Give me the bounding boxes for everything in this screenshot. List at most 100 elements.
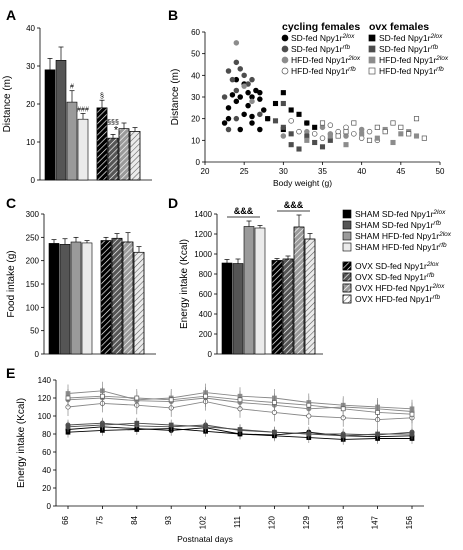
panel-e-point — [409, 411, 415, 417]
panel-e-y-tick-label: 40 — [42, 466, 51, 475]
panel-b-legend-cycling-header: cycling females — [282, 21, 360, 33]
panel-e-point — [134, 395, 140, 401]
panel-b-point — [257, 111, 263, 118]
panel-e-x-tick-label: 84 — [130, 515, 139, 524]
panel-b-legend-ovx-header: ovx females — [369, 21, 429, 33]
panel-a-bar — [77, 118, 89, 181]
panel-b-point — [312, 139, 318, 146]
panel-b-point — [233, 98, 240, 105]
panel-c-bar — [59, 244, 71, 355]
panel-b-x-tick-label: 50 — [436, 167, 445, 176]
panel-b-point — [296, 111, 302, 117]
panel-d-bar-hatch — [293, 226, 305, 355]
panel-c-y-tick-label: 200 — [26, 257, 40, 266]
panel-d-y-tick-label: 400 — [199, 310, 213, 319]
panel-a-y-tick-label: 0 — [31, 176, 36, 185]
panel-b-point — [335, 128, 341, 135]
panel-d-bar — [243, 226, 255, 355]
panel-b-point — [221, 94, 228, 100]
panel-e-point — [168, 397, 174, 403]
panel-b-point — [311, 131, 318, 137]
panel-e-point — [203, 393, 208, 399]
panel-d-legend-label: SHAM SD-fed Npy1rrfb — [355, 220, 441, 230]
panel-a-annotation: # — [70, 84, 74, 91]
panel-b-point — [280, 100, 286, 107]
panel-b-point — [382, 129, 388, 135]
panel-e-y-tick-label: 100 — [38, 412, 52, 421]
panel-a-bar-hatch — [107, 137, 119, 181]
panel-e-point — [100, 393, 105, 399]
panel-c-bar — [48, 243, 60, 355]
panel-d-legend-label: OVX HFD-fed Npy1rrfb — [355, 294, 440, 304]
panel-b-point — [233, 115, 240, 122]
panel-b-point — [319, 124, 326, 131]
panel-b-x-tick-label: 45 — [396, 167, 405, 176]
panel-b-point — [296, 128, 302, 135]
panel-b-point — [272, 100, 279, 107]
panel-b-point — [249, 98, 255, 105]
panel-d-legend-label: SHAM HFD-fed Npy1r2lox — [355, 231, 452, 241]
panel-b-point — [366, 128, 373, 135]
panel-b-point — [229, 76, 236, 83]
panel-c-bar-hatch — [100, 240, 112, 355]
panel-b-x-tick-label: 25 — [240, 167, 249, 176]
panel-e-x-tick-label: 93 — [164, 515, 173, 524]
panel-d-bar — [254, 227, 266, 355]
panel-b-point — [343, 124, 349, 131]
panel-b-point — [241, 83, 247, 89]
panel-b-y-tick-label: 40 — [191, 71, 200, 80]
panel-b-point — [280, 124, 286, 130]
panel-d-legend-label: SHAM HFD-fed Npy1rrfb — [355, 242, 447, 252]
panel-e-point — [375, 410, 380, 415]
panel-a-y-tick-label: 40 — [26, 24, 35, 33]
panel-a-bar-hatch — [129, 131, 141, 181]
panel-b-x-tick-label: 35 — [318, 167, 327, 176]
panel-b-point — [343, 129, 349, 135]
panel-e-point — [409, 431, 415, 437]
panel-b-point — [351, 120, 357, 126]
panel-b-point — [241, 111, 247, 118]
panel-e-point — [168, 422, 174, 428]
panel-d-y-tick-label: 200 — [199, 330, 213, 339]
panel-e-y-tick-label: 60 — [42, 448, 51, 457]
panel-b-point — [374, 124, 380, 130]
panel-e-x-tick-label: 66 — [61, 515, 70, 524]
panel-b-point — [288, 118, 294, 124]
panel-b-legend-marker — [281, 67, 289, 75]
panel-b-legend-marker — [368, 45, 376, 53]
panel-d-legend-swatch-hatch — [342, 294, 352, 304]
panel-e-point — [272, 429, 277, 435]
panel-e-chart: 0 20 40 60 80 100 120 140 66 75 84 93 102 111 120 129 13… — [16, 376, 424, 544]
panel-b-point — [390, 120, 396, 126]
panel-letter-d: D — [168, 195, 178, 211]
panel-c-bar-hatch — [122, 241, 134, 355]
panel-b-x-tick-label: 30 — [279, 167, 288, 176]
panel-b-legend-marker — [281, 45, 289, 53]
panel-e-x-tick-label: 102 — [199, 515, 208, 529]
panel-e-point — [340, 433, 346, 439]
panel-a-y-axis-title: Distance (m) — [2, 76, 13, 133]
panel-e-x-tick-label: 147 — [371, 515, 380, 529]
panel-d-chart: 0 200 400 600 800 1000 1200 1400 Energy intake (… — [179, 200, 323, 359]
panel-d-legend-swatch-hatch — [342, 283, 352, 293]
panel-b-point — [288, 107, 294, 113]
panel-e-point — [237, 397, 243, 403]
panel-a-annotation: §§§ — [107, 119, 119, 126]
panel-e-x-tick-label: 156 — [405, 515, 414, 529]
panel-letter-a: A — [6, 7, 16, 23]
panel-b-point — [398, 124, 404, 130]
panel-b-x-axis-title: Body weight (g) — [273, 178, 332, 188]
panel-b-point — [221, 120, 228, 126]
panel-b-point — [257, 89, 263, 96]
panel-e-y-tick-label: 0 — [47, 502, 52, 511]
panel-a-annotation: ### — [77, 107, 89, 114]
panel-b-chart: 0 10 20 30 40 50 60 20 25 30 35 40 45 50 Body weight (… — [170, 28, 445, 188]
panel-b-point — [304, 137, 310, 143]
panel-b-y-axis-title: Distance (m) — [170, 69, 181, 126]
panel-a-annotation: * — [114, 124, 119, 136]
panel-b-point — [358, 135, 365, 141]
panel-d-bar — [221, 262, 233, 355]
panel-b-legend-marker — [368, 56, 376, 64]
panel-d-legend-label: OVX SD-fed Npy1rrfb — [355, 272, 435, 282]
panel-e-point — [203, 424, 208, 430]
